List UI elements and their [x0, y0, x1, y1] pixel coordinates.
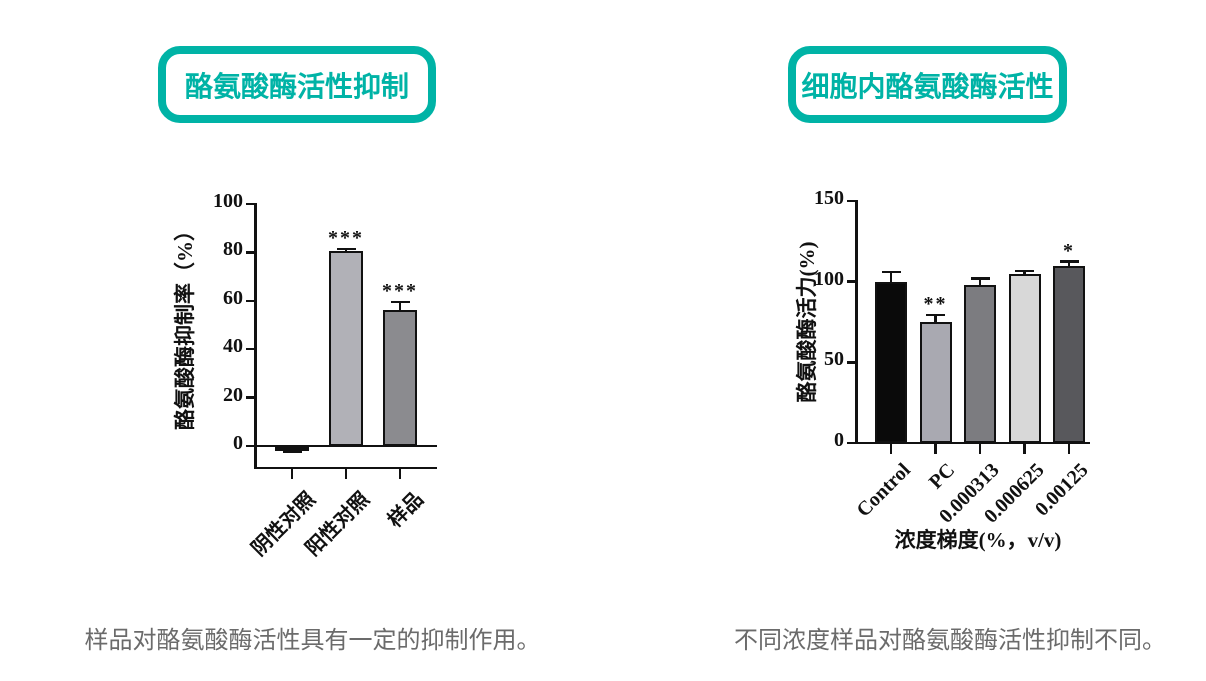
y-tick-label: 20	[223, 383, 243, 406]
y-tick-label: 50	[824, 348, 844, 371]
y-tick	[847, 441, 856, 445]
y-tick	[847, 280, 856, 283]
x-axis-title: 浓度梯度(%，v/v)	[894, 528, 1062, 552]
y-axis-line	[254, 203, 257, 470]
error-bar-cap	[1015, 270, 1034, 273]
y-tick-label: 100	[814, 267, 844, 290]
significance-label: ***	[382, 280, 418, 302]
significance-label: *	[1063, 239, 1075, 262]
x-tick	[344, 469, 348, 480]
x-axis-line	[254, 466, 437, 470]
bar-1	[329, 251, 363, 446]
error-bar-line	[934, 314, 937, 324]
y-tick-label: 0	[834, 429, 844, 451]
error-bar-line	[1067, 261, 1071, 268]
left-title-text: 酪氨酸酶活性抑制	[184, 70, 409, 102]
x-tick	[934, 444, 937, 455]
bar-2	[383, 310, 417, 446]
y-tick	[246, 348, 255, 351]
y-tick	[246, 202, 255, 206]
x-tick	[1067, 444, 1071, 455]
right-title-text: 细胞内酪氨酸酶活性	[801, 70, 1054, 102]
x-tick	[398, 469, 402, 480]
y-tick	[246, 299, 255, 302]
x-tick	[978, 444, 982, 455]
error-bar-line	[344, 248, 348, 254]
y-tick	[246, 444, 255, 448]
y-tick-label: 80	[223, 238, 243, 261]
x-tick-label: Control	[852, 459, 915, 522]
error-bar-cap	[1059, 260, 1079, 263]
y-tick-label: 0	[233, 432, 243, 454]
bar-2	[964, 284, 996, 443]
x-tick	[889, 444, 893, 455]
y-tick-label: 40	[223, 335, 243, 358]
y-tick	[847, 199, 856, 203]
error-bar-line	[290, 446, 294, 453]
error-bar-line	[889, 271, 893, 284]
error-bar-cap	[926, 313, 945, 316]
left-title-box: 酪氨酸酶活性抑制	[158, 46, 436, 123]
y-tick-label: 60	[223, 286, 243, 309]
right-title-box: 细胞内酪氨酸酶活性	[788, 46, 1067, 123]
baseline	[855, 441, 1090, 445]
bar-1	[919, 322, 952, 443]
y-tick-label: 100	[213, 190, 243, 212]
x-tick	[290, 469, 294, 480]
left-caption: 样品对酪氨酸酶活性具有一定的抑制作用。	[84, 627, 541, 654]
significance-label: **	[923, 292, 948, 315]
y-tick-label: 150	[814, 187, 844, 209]
bar-3	[1008, 273, 1041, 443]
bar-0	[875, 281, 907, 443]
significance-label: ***	[328, 226, 364, 249]
error-bar-cap	[336, 247, 356, 250]
error-bar-cap	[970, 277, 990, 280]
y-tick	[847, 361, 856, 364]
y-tick	[246, 396, 255, 399]
error-bar-cap	[282, 450, 302, 454]
bar-4	[1053, 265, 1085, 443]
error-bar-line	[978, 278, 982, 287]
x-tick	[1023, 444, 1026, 455]
error-bar-cap	[390, 300, 410, 304]
baseline	[254, 444, 437, 448]
x-tick-label: PC	[924, 459, 960, 494]
right-caption: 不同浓度样品对酪氨酸酶活性抑制不同。	[734, 627, 1166, 654]
y-axis-title: 酪氨酸酶活力(%)	[795, 241, 819, 403]
error-bar-line	[398, 302, 402, 313]
y-axis-line	[855, 200, 858, 445]
error-bar-cap	[881, 270, 901, 274]
y-tick	[246, 251, 255, 254]
error-bar-line	[1023, 271, 1026, 276]
